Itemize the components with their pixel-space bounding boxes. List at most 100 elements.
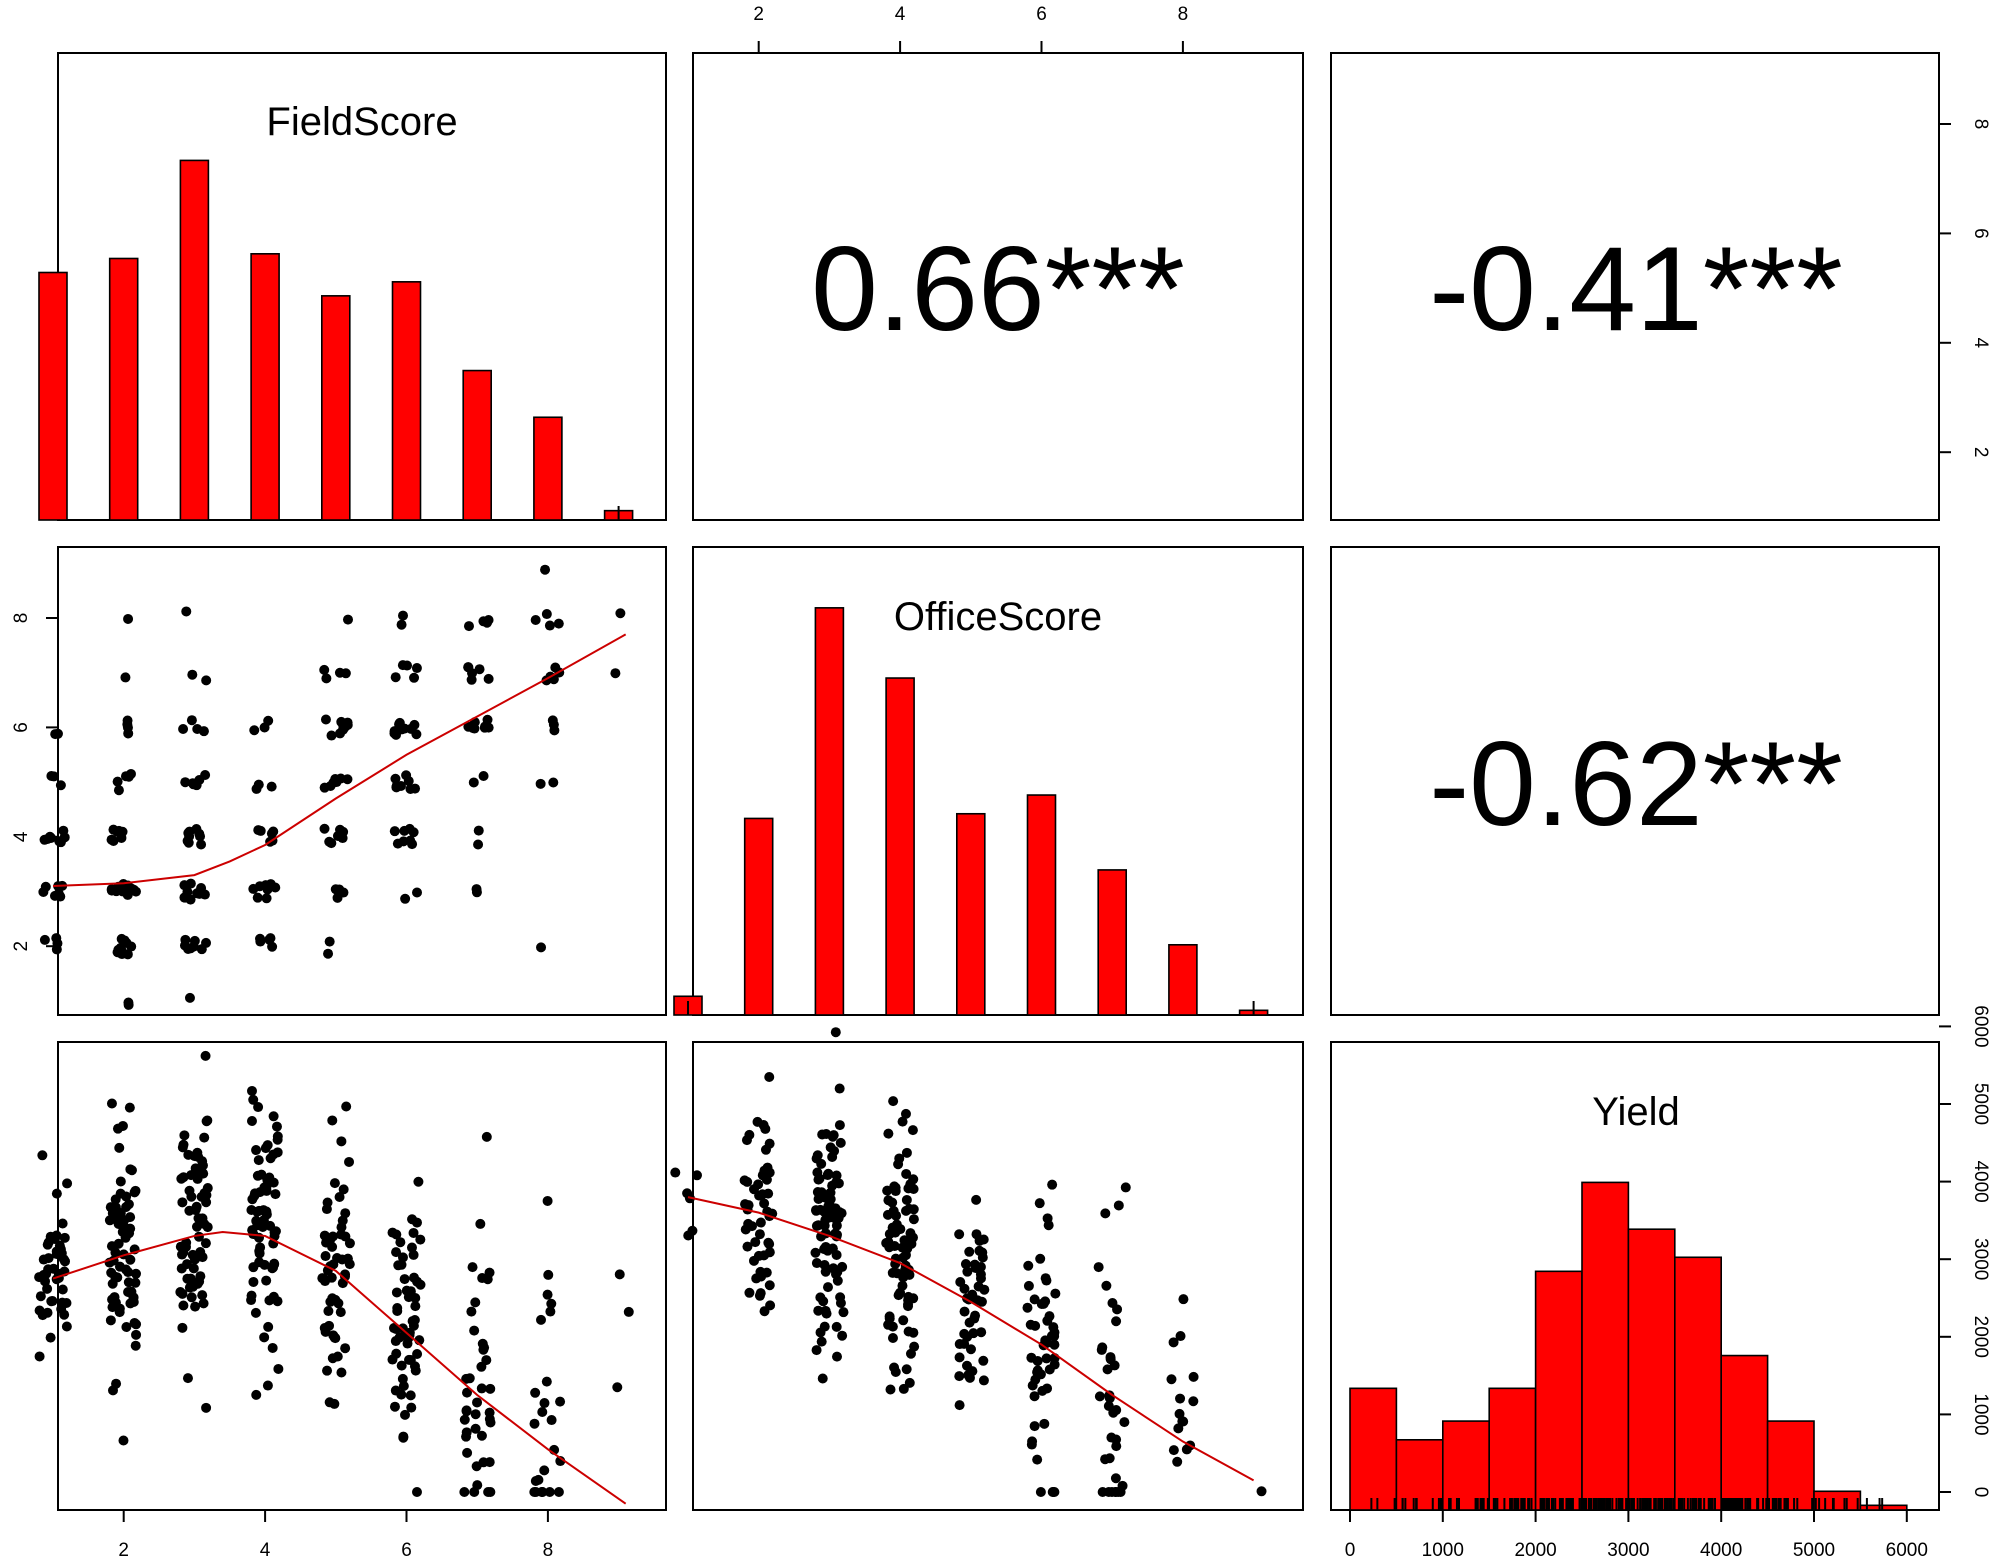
scatter-point	[1107, 1297, 1118, 1308]
scatter-point	[246, 1205, 257, 1216]
scatter-point	[48, 771, 59, 782]
scatter-point	[1104, 1453, 1115, 1464]
scatter-point	[542, 1289, 553, 1300]
scatter-point	[123, 613, 134, 624]
histogram-bar	[1026, 794, 1057, 1016]
scatter-point	[324, 1320, 335, 1331]
scatter-point	[615, 608, 626, 619]
scatter-point	[405, 1286, 416, 1297]
scatter-point	[466, 1306, 477, 1317]
scatter-point	[390, 672, 401, 683]
scatter-point	[612, 1382, 623, 1393]
scatter-point	[251, 1145, 262, 1156]
scatter-point	[1029, 1294, 1040, 1305]
scatter-point	[415, 1279, 426, 1290]
scatter-point	[960, 1259, 971, 1270]
scatter-point	[901, 1168, 912, 1179]
scatter-point	[254, 1248, 265, 1259]
scatter-point	[412, 1348, 423, 1359]
scatter-point	[530, 1387, 541, 1398]
scatter-point	[38, 886, 49, 897]
scatter-point	[828, 1130, 839, 1141]
scatter-point	[954, 1352, 965, 1363]
scatter-point	[264, 1295, 275, 1306]
scatter-point	[178, 723, 189, 734]
scatter-point	[51, 1188, 62, 1199]
scatter-point	[320, 1251, 331, 1262]
panel-frame-r2c1	[692, 1041, 1304, 1511]
scatter-point	[336, 1367, 347, 1378]
scatter-point	[415, 1234, 426, 1245]
scatter-point	[128, 1297, 139, 1308]
scatter-point	[248, 1276, 259, 1287]
scatter-point	[908, 1214, 919, 1225]
scatter-point	[535, 778, 546, 789]
scatter-point	[529, 1418, 540, 1429]
scatter-point	[1035, 1253, 1046, 1264]
scatter-point	[199, 889, 210, 900]
scatter-point	[978, 1355, 989, 1366]
scatter-point	[547, 715, 558, 726]
scatter-point	[334, 884, 345, 895]
scatter-point	[272, 1131, 283, 1142]
scatter-point	[329, 1178, 340, 1189]
scatter-point	[835, 1137, 846, 1148]
scatter-point	[1041, 1353, 1052, 1364]
scatter-point	[908, 1293, 919, 1304]
scatter-point	[1034, 1198, 1045, 1209]
scatter-point	[478, 771, 489, 782]
scatter-point	[129, 1317, 140, 1328]
scatter-point	[187, 669, 198, 680]
scatter-point	[555, 1396, 566, 1407]
scatter-point	[261, 1206, 272, 1217]
scatter-point	[396, 1360, 407, 1371]
correlation-value: 0.66***	[811, 222, 1185, 356]
scatter-point	[831, 1351, 842, 1362]
scatter-point	[190, 1203, 201, 1214]
scatter-point	[114, 1142, 125, 1153]
scatter-point	[250, 1188, 261, 1199]
scatter-point	[742, 1241, 753, 1252]
scatter-point	[461, 1431, 472, 1442]
scatter-point	[1035, 1487, 1046, 1497]
scatter-point	[57, 1284, 68, 1295]
scatter-point	[1032, 1356, 1043, 1367]
scatter-point	[391, 1348, 402, 1359]
scatter-point	[819, 1260, 830, 1271]
right-tick-label-fieldscore: 6	[1970, 228, 1991, 239]
scatter-point	[836, 1208, 847, 1219]
scatter-point	[670, 1167, 681, 1178]
scatter-point	[907, 1125, 918, 1136]
scatter-point	[483, 1487, 494, 1497]
scatter-point	[266, 781, 277, 792]
scatter-point	[201, 1190, 212, 1201]
scatter-point	[470, 1423, 481, 1434]
scatter-point	[268, 826, 279, 837]
scatter-point	[344, 1259, 355, 1270]
scatter-point	[748, 1255, 759, 1266]
scatter-point	[901, 1147, 912, 1158]
scatter-point	[813, 1305, 824, 1316]
histogram-bar	[1627, 1228, 1676, 1511]
scatter-point	[469, 723, 480, 734]
scatter-point	[392, 838, 403, 849]
scatter-point	[962, 1266, 973, 1277]
scatter-point	[323, 1306, 334, 1317]
scatter-point	[264, 934, 275, 945]
scatter-point	[411, 663, 422, 674]
scatter-point	[973, 1281, 984, 1292]
scatter-point	[197, 1290, 208, 1301]
scatter-point	[401, 770, 412, 781]
scatter-point	[196, 944, 207, 955]
histogram-bar	[1766, 1420, 1815, 1511]
scatter-point	[539, 1398, 550, 1409]
scatter-point	[182, 1259, 193, 1270]
scatter-point	[185, 1273, 196, 1284]
scatter-point	[764, 1072, 775, 1083]
scatter-point	[812, 1167, 823, 1178]
scatter-point	[536, 1314, 547, 1325]
x-tick-label-yield: 3000	[1607, 1540, 1649, 1561]
scatter-point	[889, 1362, 900, 1373]
scatter-point	[1178, 1294, 1189, 1305]
x-tick-label-yield: 0	[1345, 1540, 1356, 1561]
